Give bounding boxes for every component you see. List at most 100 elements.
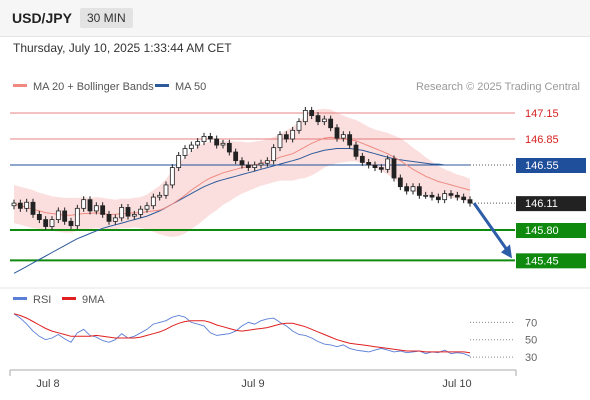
candle-body [309,110,315,117]
candle-body [290,129,296,140]
candle-body [454,194,460,198]
x-tick-label: Jul 9 [241,378,264,390]
rsi-line [13,313,471,357]
candle-body [328,118,334,129]
candle-body [385,158,391,170]
candle-body [347,134,353,146]
candle [366,158,372,169]
candle [302,106,308,126]
bollinger-band [14,108,470,237]
candle-body [157,194,163,198]
candle-body [442,193,448,201]
candle-body [277,134,283,149]
candle [112,214,118,225]
candle [163,181,169,199]
candle [258,159,264,169]
rsi-tick-50: 50 [525,335,537,347]
timeframe-button[interactable]: 30 MIN [80,8,133,28]
candle-body [467,199,473,204]
candle [81,196,87,212]
candle-body [220,142,226,146]
candle [461,193,467,204]
candle [442,190,448,204]
candle-body [226,142,232,153]
candle-body [461,196,467,201]
candle-body [245,164,251,168]
candle [17,199,23,212]
level-label-2: 146.55 [525,160,559,172]
candle [347,131,353,149]
x-tick-label: Jul 10 [442,378,471,390]
candle [448,190,454,199]
candle-body [100,205,106,215]
candle [277,131,283,152]
rsi-legend-swatch [13,297,27,300]
candle [359,152,365,166]
candle [93,202,99,215]
candle [176,152,182,172]
candle [321,115,327,126]
candle-body [315,115,321,123]
candle-body [87,199,93,212]
credit-text: Research © 2025 Trading Central [416,81,580,93]
candle [144,202,150,213]
price-plot: 147.15 146.85 146.55 146.11 145.80 145.45 [0,106,590,289]
candle [296,118,302,134]
candle [87,196,93,215]
candle [119,204,125,222]
candle [55,207,61,224]
candle [404,183,410,195]
candle [138,205,144,218]
ma9-legend-swatch [62,297,76,300]
candle-body [74,207,80,227]
candle-body [435,196,441,201]
candle [131,210,137,220]
candle [397,174,403,191]
candle-body [17,202,23,209]
candle-body [30,201,36,215]
projection-arrow-head [501,244,512,259]
ma50-legend-label: MA 50 [175,81,206,93]
candle-body [195,141,201,146]
candle [340,131,346,142]
ma20-legend-swatch [13,84,27,87]
candle-body [302,110,308,123]
candle-body [106,213,112,222]
candle [30,198,36,218]
ma50-legend-swatch [155,84,169,87]
header-bar: USD/JPY 30 MIN [0,0,590,37]
candle [182,145,188,159]
candle [252,161,258,172]
level-label-5: 145.45 [525,255,559,267]
level-tag-4 [516,223,586,238]
rsi-plot: 70 50 30 [13,313,537,364]
candle [435,193,441,204]
candle-body [112,217,118,222]
candle-body [391,158,397,179]
projection-arrow-line [472,202,510,253]
candle [150,193,156,210]
x-tick-label: Jul 8 [36,378,59,390]
candle [201,132,207,146]
level-tag-5 [516,253,586,269]
candle [245,161,251,172]
resistance-label-1: 146.85 [525,134,559,146]
candle-body [138,208,144,215]
candle-body [448,193,454,196]
candle-body [125,207,131,217]
candle-body [410,186,416,192]
candle-body [81,199,87,209]
rsi-legend-label: RSI [33,294,51,306]
candle-body [404,186,410,192]
candle [429,191,435,201]
candle [43,216,49,230]
candle [68,217,74,230]
rsi-ma9-line [13,313,471,354]
candle-body [366,161,372,166]
candle-body [233,151,239,162]
candle [315,112,321,126]
candle [195,138,201,149]
candle [49,216,55,230]
candle-body [334,127,340,139]
